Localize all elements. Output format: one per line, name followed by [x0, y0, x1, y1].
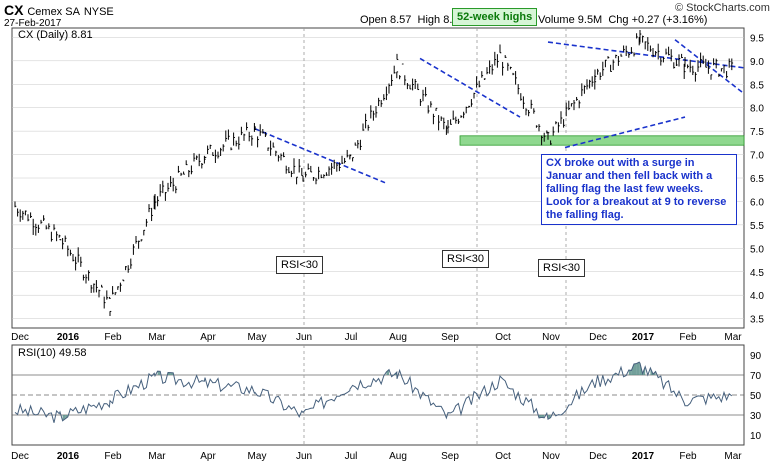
trendline [547, 41, 745, 69]
rsi-overbought-fill [639, 362, 640, 375]
exchange: NYSE [83, 6, 114, 18]
price-y-tick: 8.0 [750, 104, 764, 115]
price-x-tick: Feb [679, 332, 697, 343]
price-x-tick: 2016 [57, 332, 80, 343]
rsi-y-tick: 30 [750, 411, 762, 422]
rsi-x-tick: Apr [200, 451, 216, 462]
price-y-axis: 9.5 9.0 8.5 8.0 7.5 7.0 6.5 6.0 5.5 5.0 4.5 4.0 3.5 [750, 33, 764, 325]
price-y-tick: 6.5 [750, 174, 764, 185]
price-y-tick: 4.5 [750, 268, 764, 279]
rsi-x-tick: 2016 [57, 451, 80, 462]
price-x-tick: Dec [589, 332, 607, 343]
trendline [419, 57, 521, 118]
open-value: 8.57 [389, 14, 412, 26]
rsi-y-tick: 70 [750, 371, 762, 382]
price-x-tick: Mar [148, 332, 166, 343]
rsi-x-tick: Oct [495, 451, 511, 462]
rsi-overbought-fill [634, 363, 637, 375]
symbol: CX [4, 2, 24, 18]
price-x-axis: Dec 2016 Feb Mar Apr May Jun Jul Aug Sep Oct Nov Dec… [11, 332, 742, 343]
price-x-tick: Sep [441, 332, 459, 343]
support-zone [459, 135, 745, 146]
price-x-tick: Jul [345, 332, 358, 343]
rsi-x-tick: Aug [389, 451, 407, 462]
rsi-panel [11, 344, 745, 446]
rsi-note-1: RSI<30 [276, 256, 323, 274]
price-x-tick: Dec [11, 332, 29, 343]
chg-value: +0.27 (+3.16%) [631, 14, 708, 26]
highs-annotation: 52-week highs [452, 8, 538, 26]
rsi-legend: RSI(10) 49.58 [18, 347, 86, 359]
rsi-x-tick: Sep [441, 451, 459, 462]
rsi-overbought-fill [168, 372, 171, 375]
price-y-tick: 9.5 [750, 33, 764, 44]
price-y-tick: 5.0 [750, 244, 764, 255]
watermark: © StockCharts.com [675, 2, 770, 14]
price-x-tick: 2017 [632, 332, 655, 343]
price-x-tick: Apr [200, 332, 216, 343]
price-y-tick: 3.5 [750, 315, 764, 326]
chg-label: Chg [608, 14, 629, 26]
rsi-note-2: RSI<30 [442, 250, 489, 268]
rsi-x-tick: Feb [679, 451, 697, 462]
price-y-tick: 9.0 [750, 57, 764, 68]
rsi-y-tick: 90 [750, 351, 762, 362]
rsi-y-axis: 90 70 50 30 10 [750, 351, 762, 442]
price-x-tick: Jun [296, 332, 312, 343]
price-y-tick: 6.0 [750, 197, 764, 208]
rsi-x-tick: Feb [104, 451, 122, 462]
price-x-tick: Nov [542, 332, 560, 343]
price-y-tick: 7.5 [750, 127, 764, 138]
rsi-x-tick: Jul [345, 451, 358, 462]
rsi-overbought-fill [386, 369, 389, 375]
rsi-x-tick: Jun [296, 451, 312, 462]
price-x-tick: May [248, 332, 267, 343]
analyst-comment: CX broke out with a surge in Januar and … [541, 154, 737, 225]
high-label: High [417, 14, 441, 26]
chart-date: 27-Feb-2017 [4, 18, 62, 29]
rsi-x-tick: Mar [148, 451, 166, 462]
price-x-tick: Feb [104, 332, 122, 343]
rsi-x-axis: Dec 2016 Feb Mar Apr May Jun Jul Aug Sep Oct Nov Dec… [11, 451, 742, 462]
price-x-tick: Aug [389, 332, 407, 343]
price-y-tick: 8.5 [750, 80, 764, 91]
price-x-tick: Mar [724, 332, 742, 343]
rsi-overbought-fill [628, 370, 632, 375]
company-name: Cemex SA [27, 6, 80, 18]
volume-value: 9.5M [577, 14, 603, 26]
rsi-x-tick: Nov [542, 451, 560, 462]
price-legend: CX (Daily) 8.81 [18, 29, 93, 41]
rsi-oversold-fill [548, 415, 551, 420]
rsi-x-tick: May [248, 451, 267, 462]
rsi-overbought-fill [636, 362, 640, 375]
rsi-y-tick: 10 [750, 431, 762, 442]
price-bars [14, 30, 734, 316]
rsi-x-tick: 2017 [632, 451, 655, 462]
rsi-line [14, 361, 733, 423]
rsi-overbought-fill [157, 371, 161, 375]
rsi-x-tick: Mar [724, 451, 742, 462]
price-y-tick: 7.0 [750, 151, 764, 162]
rsi-y-tick: 50 [750, 391, 762, 402]
rsi-note-3: RSI<30 [538, 259, 585, 277]
rsi-x-tick: Dec [11, 451, 29, 462]
price-x-tick: Oct [495, 332, 511, 343]
open-label: Open [360, 14, 387, 26]
rsi-x-tick: Dec [589, 451, 607, 462]
volume-label: Volume [538, 14, 575, 26]
trendlines [254, 39, 745, 184]
price-y-tick: 4.0 [750, 291, 764, 302]
price-y-tick: 5.5 [750, 221, 764, 232]
trendline [564, 116, 686, 149]
trendline [674, 39, 745, 95]
volume-readout: Volume 9.5M Chg +0.27 (+3.16%) [538, 14, 707, 26]
symbol-title: CX Cemex SA NYSE [4, 2, 114, 18]
